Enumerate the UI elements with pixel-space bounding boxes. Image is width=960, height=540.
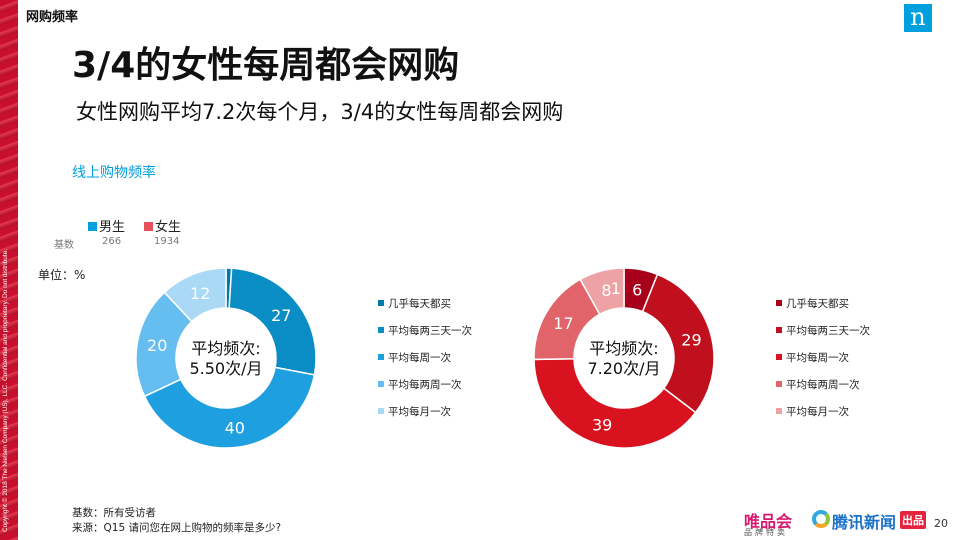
donut-slice	[228, 267, 317, 376]
nielsen-logo: n	[904, 4, 932, 32]
side-stripe	[0, 0, 18, 540]
slice-data-label: 17	[553, 314, 573, 333]
legend-entry: 平均每月一次	[378, 404, 451, 419]
donut-center-label: 平均频次:	[589, 339, 658, 358]
legend-male: 男生	[88, 216, 125, 235]
donut-center-label: 5.50次/月	[189, 359, 262, 378]
footnote-source: 来源：Q15 请问您在网上购物的频率是多少?	[72, 522, 282, 534]
legend-swatch	[776, 327, 782, 333]
legend-female: 女生	[144, 216, 181, 235]
slice-extra-label: 1	[611, 279, 621, 298]
legend-label: 平均每两周一次	[786, 379, 860, 391]
vip-logo: 唯品会	[744, 512, 793, 531]
legend-entry: 平均每周一次	[378, 350, 451, 365]
slice-data-label: 12	[190, 284, 210, 303]
legend-female-label: 女生	[155, 220, 182, 235]
legend-label: 平均每月一次	[786, 406, 849, 418]
vip-logo-sub: 品牌特卖	[744, 528, 788, 537]
page-number: 20	[934, 517, 948, 530]
slice-data-label: 39	[592, 416, 612, 435]
legend-entry: 平均每两周一次	[378, 377, 462, 392]
female-donut: 6 29 39 17 8 1 平均频次:7.20次/月	[533, 267, 715, 449]
legend-label: 平均每两三天一次	[786, 325, 870, 337]
legend-swatch	[378, 300, 384, 306]
legend-male-label: 男生	[99, 220, 126, 235]
legend-swatch	[378, 354, 384, 360]
slice-data-label: 6	[632, 280, 642, 299]
legend-label: 平均每周一次	[388, 352, 451, 364]
legend-swatch	[378, 381, 384, 387]
donut-slice	[143, 366, 316, 449]
tencent-news-tag: 出品	[900, 511, 926, 529]
slice-data-label: 29	[681, 330, 701, 349]
base-male-value: 266	[102, 236, 122, 247]
legend-entry: 几乎每天都买	[776, 296, 849, 311]
legend-swatch	[776, 354, 782, 360]
page-title: 3/4的女性每周都会网购	[72, 45, 460, 86]
legend-entry: 平均每两周一次	[776, 377, 860, 392]
legend-swatch	[378, 327, 384, 333]
donut-center-label: 7.20次/月	[587, 359, 660, 378]
legend-entry: 几乎每天都买	[378, 296, 451, 311]
slice-data-label: 8	[601, 281, 611, 300]
legend-swatch	[776, 408, 782, 414]
legend-swatch	[378, 408, 384, 414]
tencent-news-logo: 腾讯新闻	[832, 513, 897, 532]
chart-heading: 线上购物频率	[72, 165, 156, 181]
legend-entry: 平均每周一次	[776, 350, 849, 365]
legend-entry: 平均每两三天一次	[378, 323, 472, 338]
slice-data-label: 20	[147, 336, 167, 355]
legend-label: 平均每月一次	[388, 406, 451, 418]
legend-swatch	[776, 300, 782, 306]
donut-slice	[163, 267, 227, 323]
legend-male-swatch	[88, 222, 97, 231]
legend-label: 几乎每天都买	[786, 298, 849, 310]
section-tag: 网购频率	[26, 10, 79, 25]
page-subtitle: 女性网购平均7.2次每个月，3/4的女性每周都会网购	[76, 100, 564, 124]
tencent-news-icon	[812, 510, 830, 528]
legend-label: 平均每周一次	[786, 352, 849, 364]
legend-entry: 平均每两三天一次	[776, 323, 870, 338]
unit-label: 单位：%	[38, 268, 86, 282]
donut-slice	[641, 273, 715, 414]
slice-data-label: 27	[271, 306, 291, 325]
legend-swatch	[776, 381, 782, 387]
slice-data-label: 40	[225, 418, 245, 437]
donut-center-label: 平均频次:	[191, 339, 260, 358]
legend-entry: 平均每月一次	[776, 404, 849, 419]
legend-label: 平均每两三天一次	[388, 325, 472, 337]
legend-label: 平均每两周一次	[388, 379, 462, 391]
donut-slice	[533, 358, 697, 449]
base-female-value: 1934	[154, 236, 180, 247]
male-donut: 27 40 20 12 平均频次:5.50次/月	[135, 267, 317, 449]
base-label: 基数	[54, 240, 74, 251]
footnote-base: 基数：所有受访者	[72, 507, 156, 519]
legend-female-swatch	[144, 222, 153, 231]
donut-slice	[579, 267, 625, 316]
legend-label: 几乎每天都买	[388, 298, 451, 310]
